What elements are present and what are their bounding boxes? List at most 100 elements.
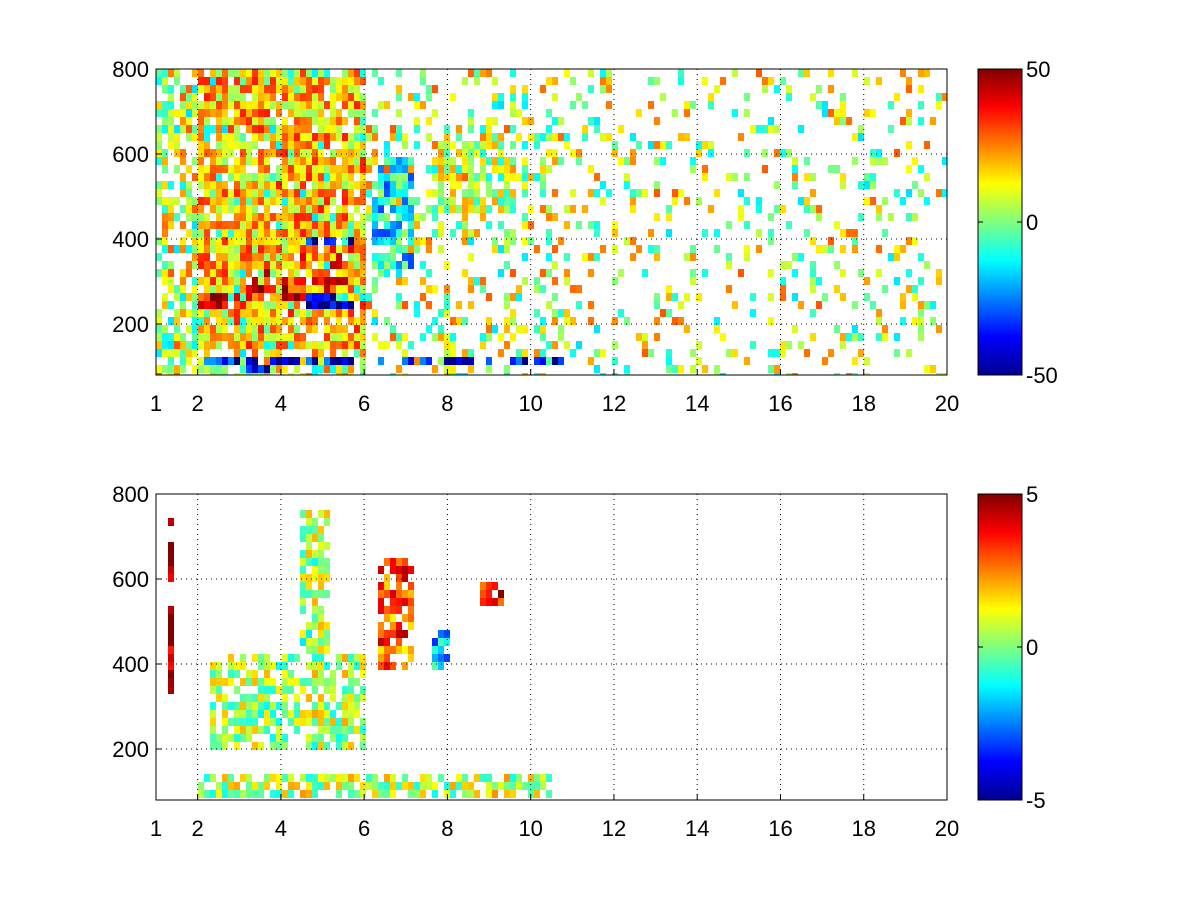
heat-cell (342, 774, 348, 782)
heat-cell (306, 141, 312, 149)
heat-cell (498, 197, 504, 205)
heat-cell (312, 742, 318, 750)
heat-cell (558, 157, 564, 165)
heat-cell (378, 598, 384, 606)
heat-cell (402, 245, 408, 253)
heat-cell (300, 245, 306, 253)
heat-cell (414, 782, 420, 790)
heat-cell (408, 622, 414, 630)
heat-cell (210, 205, 216, 213)
heat-cell (384, 221, 390, 229)
heat-cell (318, 117, 324, 125)
heat-cell (264, 189, 270, 197)
heat-cell (360, 149, 366, 157)
heat-cell (312, 638, 318, 646)
heat-cell (276, 309, 282, 317)
heat-cell (192, 213, 198, 221)
heat-cell (204, 181, 210, 189)
heat-cell (492, 325, 498, 333)
heat-cell (216, 245, 222, 253)
heat-cell (198, 165, 204, 173)
heat-cell (210, 245, 216, 253)
heat-cell (366, 157, 372, 165)
heat-cell (210, 325, 216, 333)
heat-cell (240, 205, 246, 213)
heat-cell (168, 662, 174, 670)
heat-cell (906, 189, 912, 197)
heat-cell (630, 253, 636, 261)
heat-cell (156, 333, 162, 341)
heat-cell (414, 93, 420, 101)
heat-cell (330, 301, 336, 309)
heat-cell (258, 253, 264, 261)
heat-cell (498, 141, 504, 149)
heat-cell (432, 285, 438, 293)
heat-cell (312, 598, 318, 606)
heat-cell (204, 93, 210, 101)
heat-cell (360, 69, 366, 77)
heat-cell (294, 141, 300, 149)
heat-cell (234, 357, 240, 365)
heat-cell (186, 229, 192, 237)
heat-cell (306, 261, 312, 269)
heat-cell (390, 197, 396, 205)
heat-cell (324, 253, 330, 261)
heat-cell (534, 309, 540, 317)
heat-cell (306, 558, 312, 566)
heat-cell (876, 245, 882, 253)
heat-cell (264, 670, 270, 678)
heat-cell (588, 269, 594, 277)
heat-cell (240, 85, 246, 93)
heat-cell (306, 790, 312, 798)
heat-cell (192, 261, 198, 269)
heat-cell (402, 197, 408, 205)
heat-cell (840, 101, 846, 109)
heat-cell (216, 277, 222, 285)
heat-cell (390, 774, 396, 782)
heat-cell (174, 133, 180, 141)
heat-cell (420, 782, 426, 790)
heat-cell (222, 269, 228, 277)
heat-cell (408, 157, 414, 165)
heat-cell (396, 237, 402, 245)
heat-cell (894, 277, 900, 285)
heat-cell (246, 181, 252, 189)
heat-cell (612, 141, 618, 149)
heat-cell (300, 718, 306, 726)
heat-cell (330, 341, 336, 349)
heat-cell (396, 197, 402, 205)
heat-cell (468, 365, 474, 373)
heat-cell (276, 101, 282, 109)
heat-cell (792, 165, 798, 173)
heat-cell (204, 301, 210, 309)
heat-cell (234, 782, 240, 790)
heat-cell (600, 349, 606, 357)
heat-cell (468, 782, 474, 790)
heat-cell (714, 365, 720, 373)
heat-cell (486, 133, 492, 141)
heat-cell (366, 189, 372, 197)
heat-cell (372, 237, 378, 245)
heat-cell (408, 245, 414, 253)
heat-cell (210, 309, 216, 317)
heat-cell (192, 101, 198, 109)
heat-cell (306, 253, 312, 261)
heat-cell (342, 157, 348, 165)
heat-cell (522, 173, 528, 181)
heat-cell (486, 173, 492, 181)
heat-cell (348, 365, 354, 373)
heat-cell (468, 181, 474, 189)
heat-cell (492, 237, 498, 245)
heat-cell (360, 109, 366, 117)
heat-cell (252, 341, 258, 349)
heat-cell (570, 189, 576, 197)
heat-cell (774, 365, 780, 373)
heat-cell (726, 253, 732, 261)
heat-cell (162, 277, 168, 285)
heat-cell (258, 790, 264, 798)
heat-cell (864, 181, 870, 189)
heat-cell (612, 317, 618, 325)
heat-cell (654, 189, 660, 197)
heat-cell (288, 93, 294, 101)
